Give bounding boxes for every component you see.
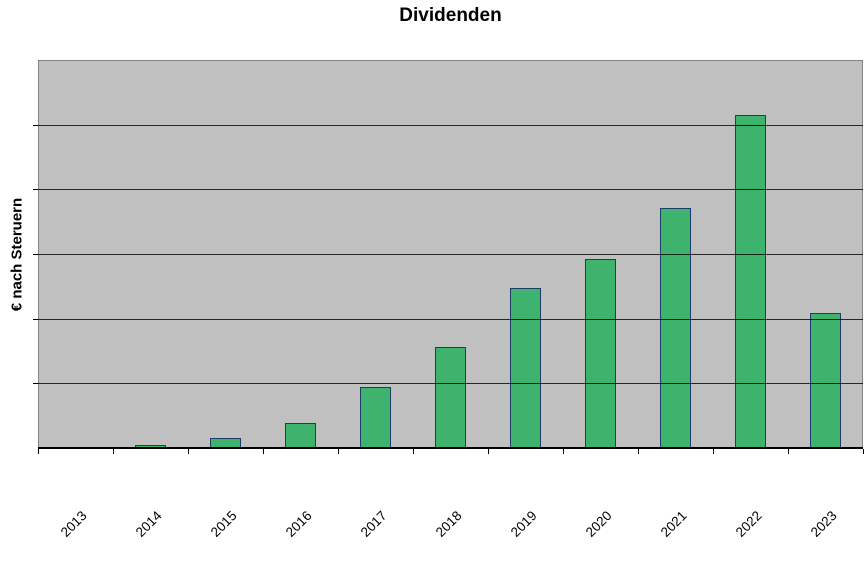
x-tick-mark	[263, 449, 264, 454]
bar-2019	[510, 288, 541, 448]
x-tick-label: 2021	[657, 508, 690, 540]
x-tick-label: 2015	[207, 508, 240, 540]
y-tick-mark	[33, 319, 38, 320]
gridline	[38, 125, 863, 126]
bar-2023	[810, 313, 841, 448]
bar-2022	[735, 115, 766, 448]
x-tick-mark	[788, 449, 789, 454]
x-tick-mark	[413, 449, 414, 454]
x-tick-mark	[863, 449, 864, 454]
gridline	[38, 383, 863, 384]
bar-2021	[660, 208, 691, 448]
x-tick-mark	[38, 449, 39, 454]
x-tick-label: 2016	[282, 508, 315, 540]
x-tick-mark	[113, 449, 114, 454]
x-axis-line	[38, 447, 863, 449]
x-tick-mark	[488, 449, 489, 454]
bar-2018	[435, 347, 466, 448]
y-tick-mark	[33, 383, 38, 384]
gridline	[38, 189, 863, 190]
gridline	[38, 319, 863, 320]
x-tick-mark	[338, 449, 339, 454]
chart-title: Dividenden	[399, 5, 502, 26]
x-tick-label: 2013	[57, 508, 90, 540]
bar-2017	[360, 387, 391, 448]
x-tick-mark	[638, 449, 639, 454]
x-tick-label: 2020	[582, 508, 615, 540]
x-tick-mark	[713, 449, 714, 454]
x-tick-label: 2023	[807, 508, 840, 540]
x-tick-mark	[188, 449, 189, 454]
y-tick-mark	[33, 189, 38, 190]
x-tick-label: 2022	[732, 508, 765, 540]
gridline	[38, 254, 863, 255]
bar-2016	[285, 423, 316, 448]
x-tick-label: 2017	[357, 508, 390, 540]
x-tick-label: 2018	[432, 508, 465, 540]
x-tick-label: 2019	[507, 508, 540, 540]
x-tick-label: 2014	[132, 508, 165, 540]
y-tick-mark	[33, 125, 38, 126]
y-axis-label: € nach Steruern	[8, 197, 26, 312]
bar-2020	[585, 259, 616, 448]
x-tick-mark	[563, 449, 564, 454]
y-tick-mark	[33, 254, 38, 255]
